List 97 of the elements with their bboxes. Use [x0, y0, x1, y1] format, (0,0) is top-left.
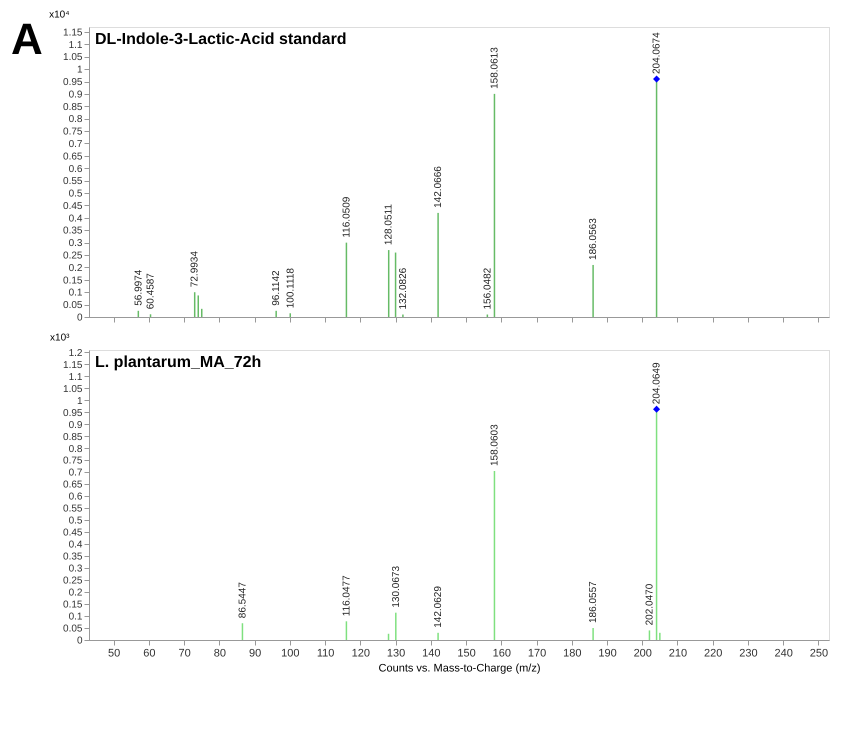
- x-tick-label: 170: [528, 648, 546, 660]
- y-tick-label: 0.95: [63, 77, 83, 88]
- x-tick-label: 60: [143, 648, 156, 660]
- y-tick-label: 0.75: [63, 456, 83, 467]
- annotation: 142.0629: [433, 586, 444, 628]
- y-tick-label: 0.15: [63, 275, 83, 286]
- y-tick-label: 0: [76, 312, 83, 324]
- y-tick-label: 1: [76, 64, 83, 76]
- y-tick-label: 0.85: [63, 432, 83, 443]
- x-tick-label: 90: [248, 648, 262, 660]
- y-tick-label: 1.1: [68, 40, 83, 51]
- y-tick-label: 0.3: [68, 238, 83, 250]
- x-tick-label: 200: [634, 648, 652, 660]
- x-tick-label: 180: [563, 648, 582, 660]
- annotation: 130.0673: [390, 566, 402, 608]
- annotation: 204.0649: [652, 362, 663, 404]
- annotation: 142.0666: [433, 166, 444, 208]
- x-tick-label: 70: [178, 648, 191, 660]
- annotation: 60.4587: [146, 272, 157, 310]
- annotation: 116.0477: [341, 574, 352, 616]
- chart-title: L. plantarum_MA_72h: [95, 354, 262, 371]
- y-tick-label: 0.35: [63, 226, 83, 237]
- y-axis-title: x10⁴: [49, 10, 70, 20]
- x-tick-label: 160: [492, 648, 511, 660]
- annotation: 96.1142: [271, 270, 282, 306]
- y-tick-label: 0.45: [63, 528, 83, 539]
- annotation: 204.0674: [652, 32, 663, 74]
- annotation: 158.0613: [489, 46, 500, 89]
- x-tick-label: 190: [598, 648, 617, 660]
- annotation: 132.0826: [398, 267, 409, 310]
- annotation: 186.0563: [588, 218, 600, 260]
- y-tick-label: 0.75: [63, 126, 83, 138]
- annotation: 56.9974: [133, 269, 144, 306]
- y-tick-label: 0.7: [68, 468, 83, 479]
- y-tick-label: 0.2: [68, 588, 83, 599]
- y-tick-label: 0: [76, 636, 83, 646]
- y-tick-label: 1: [76, 396, 83, 407]
- y-tick-label: 0.85: [63, 102, 83, 113]
- y-tick-label: 0.7: [68, 138, 83, 150]
- y-tick-label: 0.15: [63, 600, 83, 611]
- annotation: 156.0482: [482, 267, 494, 310]
- y-tick-label: 1.2: [68, 348, 83, 359]
- y-tick-label: 1.05: [63, 52, 83, 64]
- y-tick-label: 0.55: [63, 504, 83, 515]
- y-tick-label: 0.95: [63, 408, 83, 419]
- y-tick-label: 0.4: [68, 213, 83, 224]
- annotation: 86.5447: [237, 582, 248, 618]
- x-tick-label: 230: [739, 648, 758, 660]
- y-tick-label: 0.6: [68, 492, 83, 503]
- x-tick-label: 210: [668, 648, 688, 660]
- annotation: 202.0470: [644, 583, 656, 626]
- y-tick-label: 0.6: [68, 164, 83, 175]
- y-tick-label: 0.2: [68, 262, 83, 274]
- x-tick-label: 110: [316, 648, 334, 660]
- y-tick-label: 0.55: [63, 176, 83, 188]
- x-tick-label: 50: [108, 648, 120, 660]
- annotation: 100.1118: [285, 268, 296, 308]
- y-tick-label: 0.25: [63, 576, 83, 587]
- x-tick-label: 220: [704, 648, 722, 660]
- y-tick-label: 0.65: [63, 151, 83, 162]
- y-tick-label: 0.8: [68, 444, 83, 455]
- x-tick-label: 130: [386, 648, 406, 660]
- y-tick-label: 0.05: [63, 300, 83, 312]
- chart-title: DL-Indole-3-Lactic-Acid standard: [95, 31, 347, 48]
- x-tick-label: 80: [214, 648, 226, 660]
- y-tick-label: 0.1: [68, 288, 83, 299]
- x-tick-label: 100: [281, 648, 300, 660]
- y-tick-label: 0.05: [63, 624, 83, 635]
- annotation: 116.0509: [341, 196, 352, 238]
- y-tick-label: 1.15: [63, 360, 83, 371]
- y-tick-label: 0.45: [63, 200, 83, 212]
- x-tick-label: 240: [774, 648, 793, 660]
- y-tick-label: 0.3: [68, 564, 83, 575]
- y-tick-label: 0.9: [68, 89, 83, 100]
- annotation: 186.0557: [588, 580, 600, 624]
- y-tick-label: 0.4: [68, 540, 83, 551]
- x-tick-label: 140: [422, 648, 440, 660]
- annotation: 158.0603: [489, 424, 500, 466]
- y-tick-label: 1.05: [63, 384, 83, 395]
- x-axis-title: Counts vs. Mass-to-Charge (m/z): [378, 662, 540, 674]
- y-tick-label: 0.65: [63, 480, 83, 491]
- y-tick-label: 0.25: [63, 250, 83, 262]
- annotation: 72.9934: [190, 250, 201, 288]
- y-tick-label: 1.15: [63, 27, 83, 38]
- y-tick-label: 0.8: [68, 114, 83, 126]
- x-tick-label: 150: [457, 648, 476, 660]
- annotation: 128.0511: [384, 204, 395, 246]
- y-axis-title: x10³: [50, 332, 70, 344]
- x-tick-label: 120: [352, 648, 370, 660]
- x-tick-label: 250: [810, 648, 828, 660]
- y-tick-label: 0.35: [63, 552, 83, 563]
- y-tick-label: 0.9: [68, 420, 83, 431]
- y-tick-label: 1.1: [68, 372, 83, 383]
- y-tick-label: 0.1: [68, 612, 83, 623]
- text: A: [11, 15, 43, 64]
- y-tick-label: 0.5: [68, 516, 83, 527]
- y-tick-label: 0.5: [68, 188, 83, 200]
